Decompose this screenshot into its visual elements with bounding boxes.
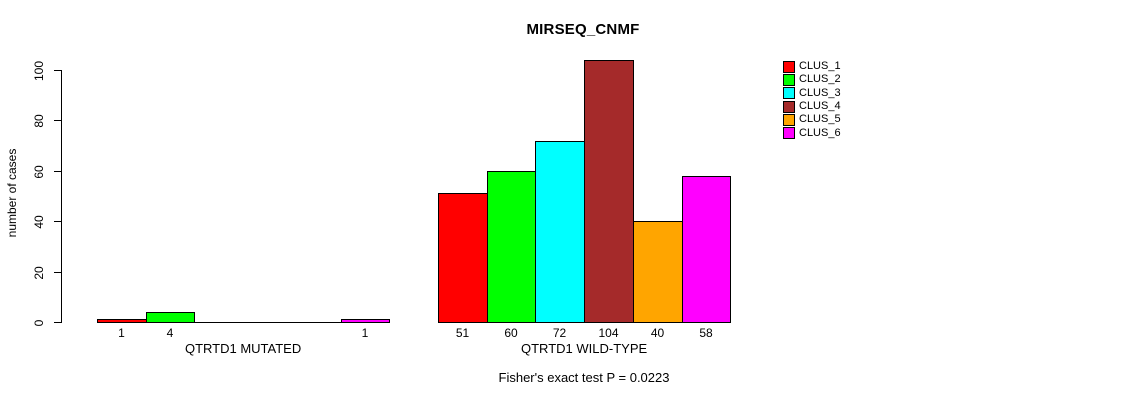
bar-value-label: 40 <box>650 326 665 340</box>
legend-swatch-icon <box>783 60 795 73</box>
bar-value-label: 58 <box>699 326 713 340</box>
legend-swatch-icon <box>783 100 795 113</box>
chart-title: MIRSEQ_CNMF <box>526 21 640 38</box>
bar-clus_6 <box>682 176 731 323</box>
group-baseline <box>97 322 389 323</box>
bar-value-label: 1 <box>361 326 369 340</box>
bar-value-label: 104 <box>598 326 619 340</box>
group-axis-label: QTRTD1 WILD-TYPE <box>521 341 648 356</box>
bar-value-label: 60 <box>504 326 518 340</box>
y-axis-tick <box>54 171 61 172</box>
group-axis-label: QTRTD1 MUTATED <box>184 341 302 356</box>
bar-clus_1 <box>438 193 488 323</box>
y-axis-tick <box>54 120 61 121</box>
legend-label: CLUS_4 <box>799 100 841 113</box>
bar-clus_3 <box>535 141 585 323</box>
y-axis-tick <box>54 221 61 222</box>
legend-label: CLUS_2 <box>799 73 841 86</box>
bar-clus_2 <box>487 171 536 323</box>
y-tick-label: 100 <box>32 60 46 81</box>
legend-item-clus_3: CLUS_3 <box>783 87 841 100</box>
bar-clus_4 <box>584 60 634 323</box>
legend-label: CLUS_6 <box>799 126 841 139</box>
y-tick-label: 40 <box>32 214 46 229</box>
legend-item-clus_2: CLUS_2 <box>783 73 841 86</box>
bar-value-label: 4 <box>166 326 174 340</box>
y-tick-label: 80 <box>32 113 46 128</box>
bar-value-label: 51 <box>455 326 470 340</box>
legend-label: CLUS_1 <box>799 60 841 73</box>
y-axis-tick <box>54 322 61 323</box>
legend-swatch-icon <box>783 73 795 86</box>
legend: CLUS_1 CLUS_2 CLUS_3 CLUS_4 CLUS_5 CLUS_6 <box>783 60 841 140</box>
bar-clus_5 <box>633 221 683 323</box>
legend-item-clus_5: CLUS_5 <box>783 113 841 126</box>
legend-item-clus_4: CLUS_4 <box>783 100 841 113</box>
y-axis-label: number of cases <box>5 148 19 238</box>
y-axis-line <box>61 70 62 323</box>
legend-swatch-icon <box>783 87 795 100</box>
y-tick-label: 0 <box>32 319 46 326</box>
legend-label: CLUS_3 <box>799 86 841 99</box>
legend-swatch-icon <box>783 113 795 126</box>
bar-clus_1 <box>97 319 147 323</box>
y-axis-tick <box>54 272 61 273</box>
bar-value-label: 72 <box>552 326 567 340</box>
legend-item-clus_1: CLUS_1 <box>783 60 841 73</box>
y-tick-label: 20 <box>32 265 46 280</box>
bar-clus_6 <box>341 319 390 323</box>
y-axis-tick <box>54 70 61 71</box>
bar-clus_2 <box>146 312 195 323</box>
legend-item-clus_6: CLUS_6 <box>783 126 841 140</box>
legend-label: CLUS_5 <box>799 113 841 126</box>
legend-swatch-icon <box>783 127 795 140</box>
bar-value-label: 1 <box>118 326 125 340</box>
y-tick-label: 60 <box>32 164 46 179</box>
footer-note: Fisher's exact test P = 0.0223 <box>498 370 670 385</box>
